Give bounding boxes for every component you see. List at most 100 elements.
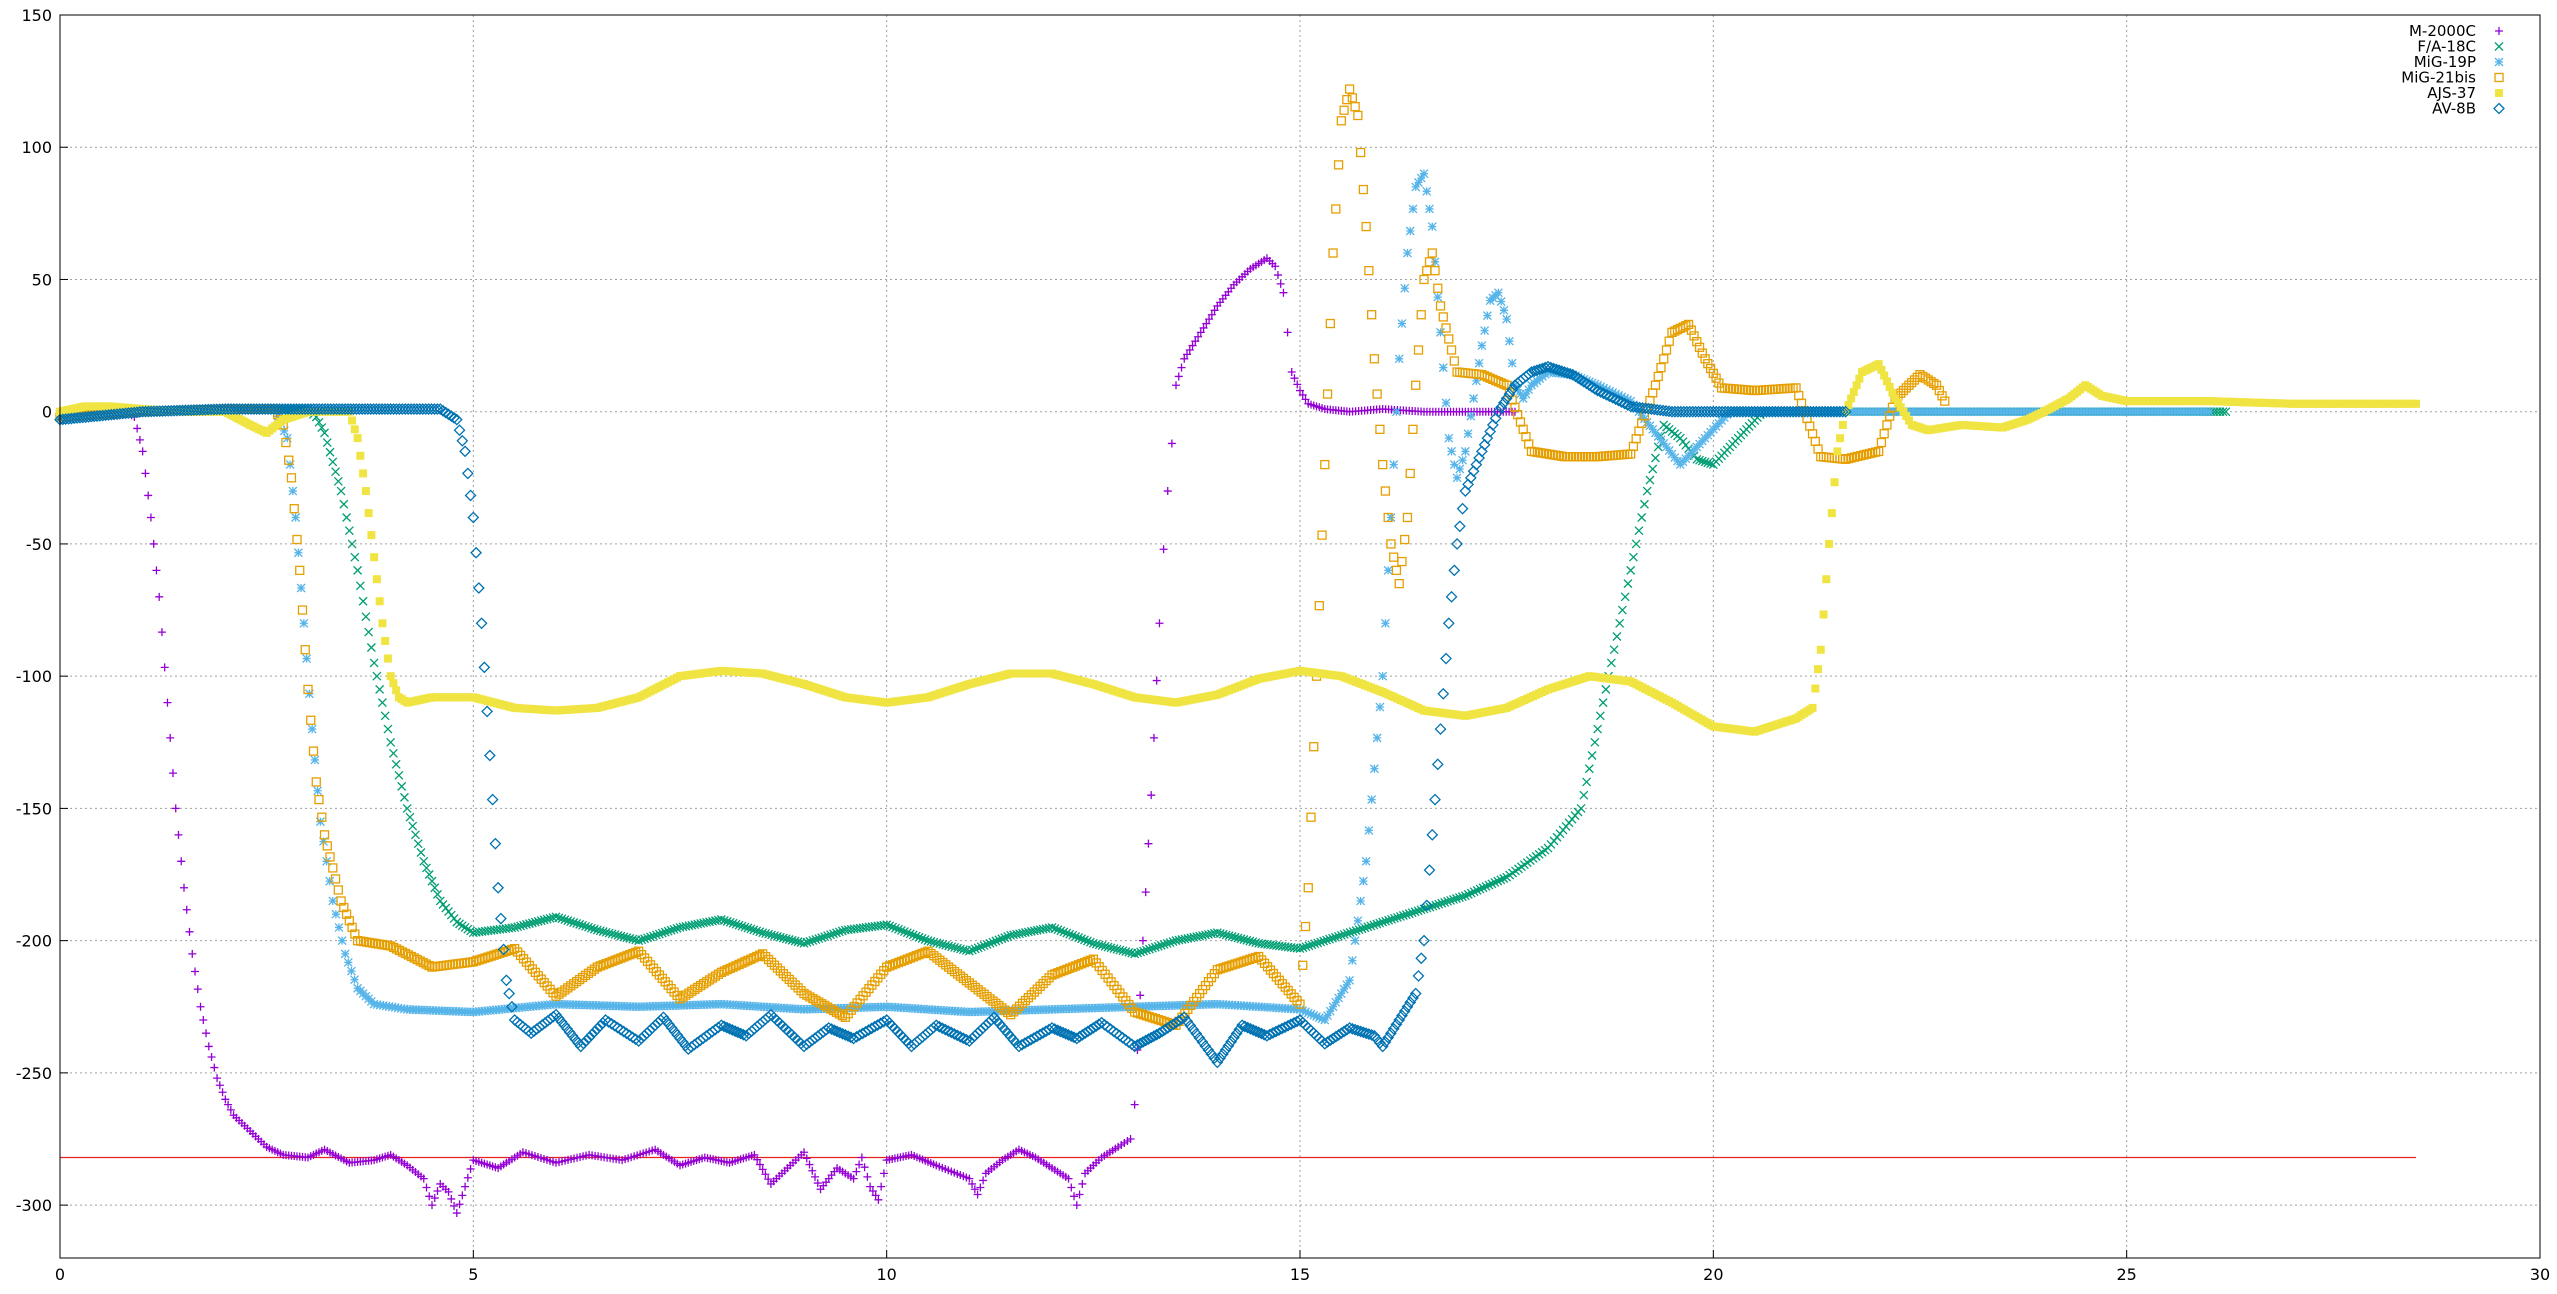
legend-marker — [2494, 57, 2504, 67]
data-point — [784, 935, 794, 944]
data-point — [1330, 932, 1340, 942]
data-point — [1785, 383, 1795, 393]
data-point — [1056, 966, 1066, 977]
data-point — [734, 959, 744, 970]
data-point — [350, 552, 360, 562]
data-point — [1490, 877, 1500, 887]
data-point — [415, 956, 425, 966]
data-point — [1836, 405, 1849, 418]
data-point — [896, 925, 906, 935]
data-point — [375, 684, 385, 694]
data-point — [247, 403, 260, 415]
data-point — [310, 403, 323, 415]
data-point — [1435, 301, 1446, 311]
series-group — [54, 84, 2420, 1218]
data-point — [1384, 915, 1394, 925]
data-point — [1378, 459, 1388, 470]
data-point — [190, 404, 203, 416]
data-point — [350, 403, 363, 415]
data-point — [1642, 486, 1652, 496]
data-point — [1331, 997, 1341, 1007]
data-point — [628, 948, 638, 959]
data-point — [764, 1175, 773, 1184]
data-point — [1312, 1011, 1321, 1021]
data-point — [1276, 1022, 1288, 1035]
data-point — [1734, 384, 1745, 394]
data-point — [1496, 297, 1506, 306]
data-point — [882, 962, 892, 972]
data-point — [1852, 381, 1861, 390]
data-point — [1333, 160, 1344, 170]
data-point — [970, 944, 980, 954]
data-point — [218, 1088, 227, 1097]
data-point — [1074, 933, 1084, 943]
data-point — [976, 1183, 985, 1192]
data-point — [1183, 350, 1192, 359]
data-point — [775, 966, 786, 976]
data-point — [1440, 652, 1452, 665]
data-point — [1314, 600, 1324, 611]
data-point — [79, 411, 92, 424]
data-point — [1339, 105, 1349, 115]
data-point — [750, 1150, 759, 1159]
data-point — [394, 945, 405, 956]
data-point — [619, 952, 629, 962]
data-point — [1586, 381, 1599, 393]
data-point — [813, 1179, 822, 1188]
data-point — [888, 922, 898, 932]
data-point — [1193, 1031, 1206, 1044]
data-point — [370, 553, 379, 562]
data-point — [583, 1031, 595, 1044]
data-point — [842, 1030, 855, 1043]
data-point — [778, 969, 788, 979]
data-point — [1236, 957, 1246, 967]
data-point — [522, 919, 531, 929]
data-point — [463, 1173, 472, 1182]
data-point — [887, 960, 898, 970]
data-point — [406, 951, 416, 962]
data-point — [331, 909, 341, 919]
data-point — [723, 1022, 736, 1035]
tick-labels: 0 5 10 15 20 25 30 150 100 50 0 -50 -100 -150 -200 -250… — [16, 6, 2550, 1284]
data-point — [1576, 803, 1586, 813]
data-point — [1210, 306, 1219, 315]
data-point — [284, 455, 294, 465]
data-point — [932, 938, 942, 948]
data-point — [1603, 390, 1616, 403]
data-point — [1482, 311, 1492, 321]
data-point — [1124, 947, 1134, 957]
data-point — [569, 918, 579, 927]
data-point — [1047, 970, 1057, 980]
data-point — [1375, 918, 1385, 928]
data-point — [1896, 403, 1905, 412]
data-point — [914, 949, 924, 960]
data-point — [1822, 575, 1831, 584]
data-point — [1317, 530, 1327, 540]
data-point — [325, 852, 335, 862]
data-point — [1293, 380, 1302, 389]
data-point — [1714, 378, 1724, 388]
data-point — [1087, 1021, 1100, 1034]
data-point — [1621, 399, 1634, 411]
data-point — [979, 1176, 988, 1185]
data-point — [1065, 1030, 1078, 1043]
data-point — [1901, 383, 1911, 393]
data-point — [1454, 893, 1464, 903]
data-point — [936, 1022, 949, 1035]
data-point — [317, 423, 327, 433]
data-point — [1575, 374, 1587, 386]
data-point — [76, 411, 89, 424]
data-point — [1301, 942, 1311, 952]
data-point — [442, 408, 455, 421]
data-point — [1463, 889, 1473, 899]
data-point — [1369, 764, 1379, 774]
data-point — [1770, 384, 1780, 394]
data-point — [1590, 737, 1600, 747]
data-point — [1885, 383, 1894, 392]
data-point — [152, 566, 161, 575]
data-point — [1056, 926, 1066, 936]
data-point — [1855, 374, 1864, 383]
data-point — [944, 941, 954, 951]
data-point — [1419, 904, 1429, 914]
data-point — [611, 1021, 624, 1034]
